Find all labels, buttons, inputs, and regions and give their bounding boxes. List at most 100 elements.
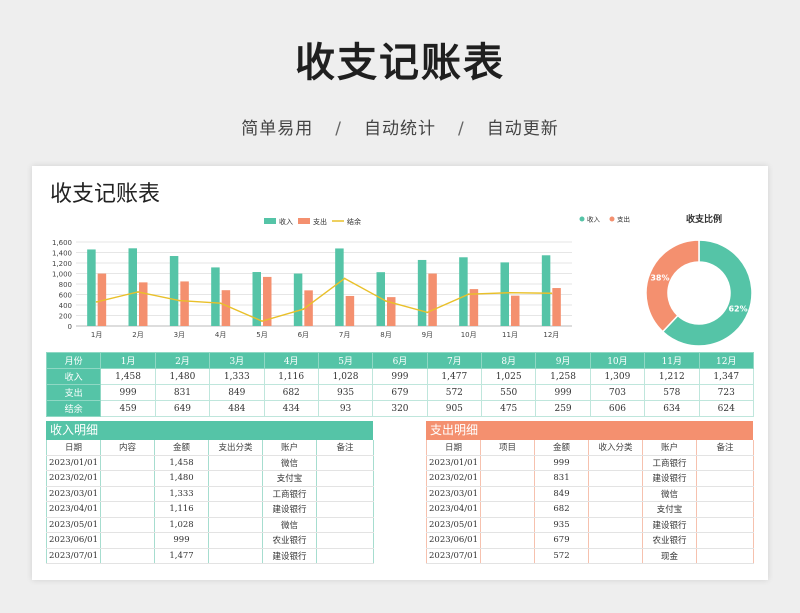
x-tick-label: 12月 [543,331,559,339]
table-cell [480,455,535,471]
table-cell: 849 [534,486,589,502]
income-detail-table: 日期 内容 金额 支出分类 账户 备注 2023/01/01 1,458 微信 2023/02/0… [46,440,374,564]
table-cell: 工商银行 [262,486,317,502]
summary-cell: 634 [644,400,700,417]
summary-cell: 8月 [480,352,537,369]
expense-detail-title: 支出明细 [426,421,753,440]
expense-bar [263,276,272,326]
table-cell: 2023/01/01 [426,455,481,471]
table-row: 2023/05/01 935 建设银行 [426,517,754,533]
summary-cell: 849 [209,384,265,401]
column-header: 项目 [480,440,535,456]
table-cell [316,548,374,564]
table-cell [208,486,263,502]
table-cell [480,501,535,518]
table-cell [208,517,263,533]
summary-cell: 679 [372,384,428,401]
table-cell [480,486,535,502]
x-tick-label: 5月 [256,331,267,339]
expense-bar [469,289,479,326]
summary-cell: 7月 [426,352,483,369]
expense-detail-table: 日期 项目 金额 收入分类 账户 备注 2023/01/01 999 工商银行 2023/02/0… [426,440,754,564]
summary-cell: 475 [480,400,537,417]
table-cell: 2023/03/01 [46,486,101,502]
summary-row: 结余 459 649 484 434 93 320 905 475 259 606 634 624 [45,400,754,417]
column-header: 账户 [642,440,697,456]
income-bar [128,248,137,326]
income-bar [500,262,509,326]
income-bar [169,256,179,326]
expense-slice [645,239,700,333]
table-cell: 831 [534,470,589,487]
page-title: 收支记账表 [295,40,505,86]
x-tick-label: 7月 [339,331,350,339]
summary-cell: 10月 [589,352,646,369]
separator: / [335,119,342,139]
table-cell: 支付宝 [642,501,697,518]
column-header: 金额 [534,440,589,456]
x-tick-label: 2月 [132,331,143,339]
legend-swatch [298,218,310,224]
table-cell [696,548,754,564]
summary-cell: 459 [100,400,156,417]
column-header: 账户 [262,440,317,456]
summary-cell: 999 [372,368,428,385]
income-bar [87,249,96,326]
summary-cell: 12月 [698,352,754,369]
summary-cell: 月份 [45,352,102,369]
column-header: 金额 [154,440,209,456]
table-cell [316,486,374,502]
expense-bar [345,295,355,326]
table-cell: 农业银行 [642,532,697,549]
column-header: 日期 [46,440,101,456]
table-cell: 2023/06/01 [46,532,101,549]
table-row: 2023/07/01 1,477 建设银行 [46,548,374,564]
expense-detail-section: 支出明细 日期 项目 金额 收入分类 账户 备注 2023/01/01 999 工商银行 2023… [426,421,754,564]
summary-cell: 572 [426,384,483,401]
table-cell [208,455,263,471]
legend-label: 收入 [587,215,601,224]
summary-cell: 723 [698,384,754,401]
table-cell [588,486,643,502]
y-tick-label: 1,000 [52,271,72,279]
x-tick-label: 3月 [174,331,185,339]
summary-cell: 9月 [535,352,591,369]
table-cell: 支付宝 [262,470,317,487]
table-cell: 工商银行 [642,455,697,471]
table-cell [208,532,263,549]
income-bar [335,248,344,326]
summary-cell: 484 [209,400,265,417]
x-tick-label: 10月 [461,331,477,339]
summary-cell: 434 [263,400,319,417]
summary-cell: 703 [589,384,646,401]
table-cell [316,501,374,518]
x-tick-label: 8月 [380,331,391,339]
summary-cell: 1,116 [263,368,319,385]
sheet-title: 收支记账表 [50,182,161,207]
summary-cell: 收入 [45,368,102,385]
table-cell: 建设银行 [262,548,317,564]
y-tick-label: 600 [59,292,72,300]
summary-cell: 11月 [644,352,700,369]
feature-easy: 简单易用 [241,119,314,139]
legend-dot [579,216,585,222]
table-row: 2023/03/01 849 微信 [426,486,754,502]
table-cell: 建设银行 [262,501,317,518]
table-cell: 2023/02/01 [46,470,101,487]
table-row: 2023/02/01 1,480 支付宝 [46,470,374,487]
table-cell: 2023/01/01 [46,455,101,471]
summary-cell: 1,212 [644,368,700,385]
income-detail-section: 收入明细 日期 内容 金额 支出分类 账户 备注 2023/01/01 1,458 微信 2023… [46,421,374,564]
table-row: 2023/04/01 682 支付宝 [426,501,754,518]
balance-point [95,301,98,303]
table-cell [100,517,155,533]
summary-cell: 1,028 [317,368,374,385]
summary-cell: 1,480 [154,368,211,385]
expense-bar [304,290,313,326]
balance-point [302,308,305,311]
table-cell [100,470,155,487]
summary-cell: 1,347 [698,368,754,385]
legend-swatch [264,218,276,224]
summary-header-row: 月份 1月 2月 3月 4月 5月 6月 7月 8月 9月 10月 11月 12月 [45,352,754,369]
table-cell: 1,333 [154,486,209,502]
